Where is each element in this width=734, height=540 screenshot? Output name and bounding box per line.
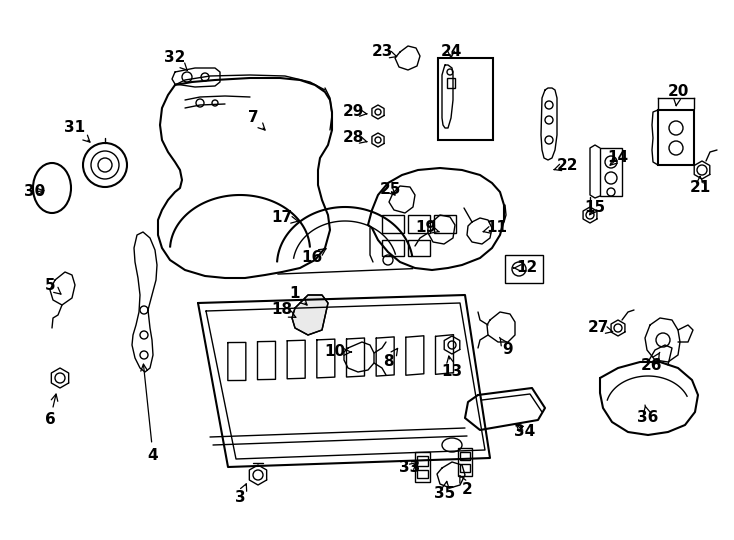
- Bar: [382, 215, 404, 233]
- Text: 34: 34: [515, 424, 536, 440]
- Text: 3: 3: [235, 484, 247, 505]
- Bar: [417, 456, 428, 466]
- Text: 20: 20: [667, 84, 688, 106]
- Text: 16: 16: [302, 249, 326, 266]
- Text: 35: 35: [435, 481, 456, 501]
- Text: 27: 27: [587, 321, 613, 335]
- Bar: [438, 58, 493, 140]
- Text: 10: 10: [324, 345, 352, 360]
- Text: 6: 6: [45, 394, 58, 428]
- Text: 33: 33: [399, 461, 421, 476]
- Text: 22: 22: [554, 158, 578, 172]
- Bar: [447, 78, 455, 88]
- Text: 9: 9: [500, 338, 513, 357]
- Text: 13: 13: [441, 356, 462, 380]
- Text: 18: 18: [272, 302, 296, 318]
- Text: 21: 21: [689, 177, 711, 195]
- Bar: [505, 255, 543, 283]
- Text: 5: 5: [45, 278, 61, 294]
- Text: 11: 11: [483, 220, 507, 235]
- Text: 26: 26: [642, 352, 663, 373]
- Polygon shape: [292, 295, 328, 335]
- Text: 2: 2: [460, 476, 473, 497]
- Text: 19: 19: [415, 220, 440, 235]
- Text: 31: 31: [65, 120, 90, 142]
- Text: 25: 25: [379, 183, 401, 198]
- Text: 8: 8: [382, 348, 398, 369]
- Bar: [434, 215, 456, 233]
- Text: 23: 23: [371, 44, 396, 59]
- Text: 15: 15: [584, 200, 606, 215]
- Text: 14: 14: [608, 151, 628, 165]
- Text: 4: 4: [141, 364, 159, 462]
- Bar: [658, 110, 694, 165]
- Text: 17: 17: [272, 211, 298, 226]
- Text: 24: 24: [440, 44, 462, 59]
- Bar: [408, 240, 430, 256]
- Bar: [460, 452, 470, 460]
- Bar: [415, 452, 430, 482]
- Bar: [458, 448, 472, 476]
- Bar: [417, 470, 428, 478]
- Text: 12: 12: [514, 260, 537, 275]
- Text: 36: 36: [637, 405, 658, 426]
- Text: 32: 32: [164, 51, 187, 70]
- Text: 28: 28: [342, 131, 367, 145]
- Text: 29: 29: [342, 105, 367, 119]
- Text: 1: 1: [290, 286, 307, 305]
- Bar: [382, 240, 404, 256]
- Text: 7: 7: [247, 111, 265, 130]
- Bar: [600, 148, 622, 196]
- Bar: [460, 464, 470, 472]
- Text: 30: 30: [24, 185, 46, 199]
- Bar: [408, 215, 430, 233]
